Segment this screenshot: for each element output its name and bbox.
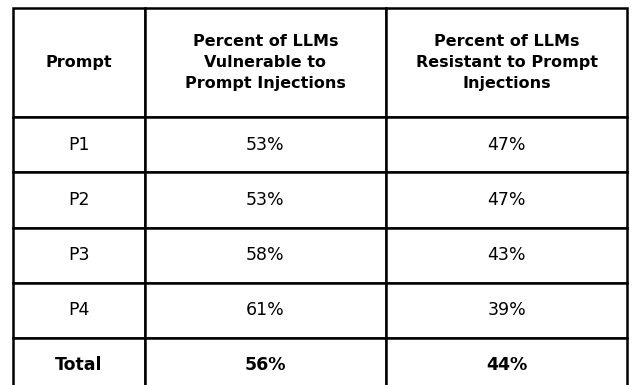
Text: 53%: 53% [246,136,285,154]
Bar [145,283,386,338]
Text: 61%: 61% [246,301,285,319]
Text: Prompt: Prompt [45,55,112,70]
Text: P1: P1 [68,136,90,154]
Bar [13,172,145,228]
Bar [386,283,627,338]
Bar [386,117,627,172]
Text: P4: P4 [68,301,90,319]
Text: 44%: 44% [486,356,527,374]
Text: 47%: 47% [488,136,526,154]
Text: 47%: 47% [488,191,526,209]
Bar [13,283,145,338]
Text: Total: Total [55,356,102,374]
Bar [145,172,386,228]
Text: 39%: 39% [487,301,526,319]
Text: Percent of LLMs
Vulnerable to
Prompt Injections: Percent of LLMs Vulnerable to Prompt Inj… [185,34,346,91]
Text: 53%: 53% [246,191,285,209]
Bar [145,8,386,117]
Bar [145,338,386,385]
Bar [386,172,627,228]
Text: Percent of LLMs
Resistant to Prompt
Injections: Percent of LLMs Resistant to Prompt Inje… [415,34,598,91]
Bar [386,8,627,117]
Bar [145,117,386,172]
Bar [386,338,627,385]
Text: 56%: 56% [244,356,286,374]
Bar [13,228,145,283]
Bar [145,228,386,283]
Bar [13,338,145,385]
Bar [13,117,145,172]
Text: P3: P3 [68,246,90,264]
Bar [13,8,145,117]
Text: P2: P2 [68,191,90,209]
Text: 43%: 43% [488,246,526,264]
Text: 58%: 58% [246,246,285,264]
Bar [386,228,627,283]
